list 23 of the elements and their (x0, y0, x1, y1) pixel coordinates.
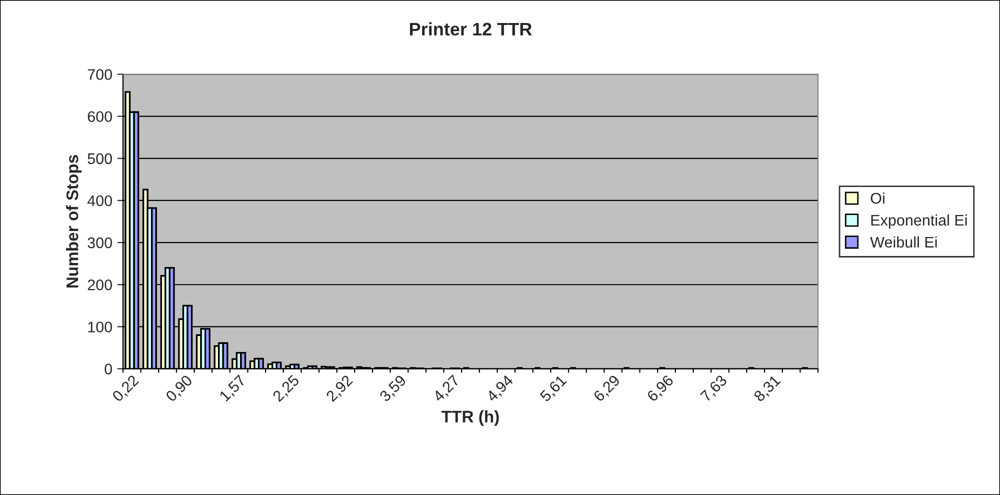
x-tick-label: 6,96 (646, 374, 676, 404)
x-tick-label: 0,22 (112, 374, 141, 404)
y-tick-label: 500 (88, 153, 112, 164)
legend-label: Weibull Ei (870, 236, 937, 248)
legend-label: Oi (870, 192, 884, 204)
y-tick-label: 100 (88, 322, 112, 332)
x-axis-title: TTR (h) (442, 410, 499, 426)
y-axis-title: Number of Stops (66, 155, 82, 288)
y-tick-label: 400 (87, 195, 112, 206)
y-tick-label: 200 (88, 279, 112, 290)
y-tick-label: 700 (88, 69, 112, 80)
x-tick-label: 0,90 (165, 374, 194, 404)
y-tick-label: 300 (88, 237, 112, 248)
x-tick-label: 5,61 (539, 374, 568, 404)
x-tick-label: 4,94 (486, 374, 516, 404)
x-tick-label: 6,29 (592, 374, 622, 404)
chart-title: Printer 12 TTR (410, 22, 532, 36)
legend-label: Exponential Ei (871, 214, 967, 229)
x-tick-label: 3,59 (378, 374, 408, 404)
x-tick-label: 8,31 (753, 374, 782, 404)
y-tick-label: 600 (88, 111, 112, 122)
y-tick-label: 0 (104, 364, 112, 374)
x-tick-label: 7,63 (700, 374, 729, 404)
